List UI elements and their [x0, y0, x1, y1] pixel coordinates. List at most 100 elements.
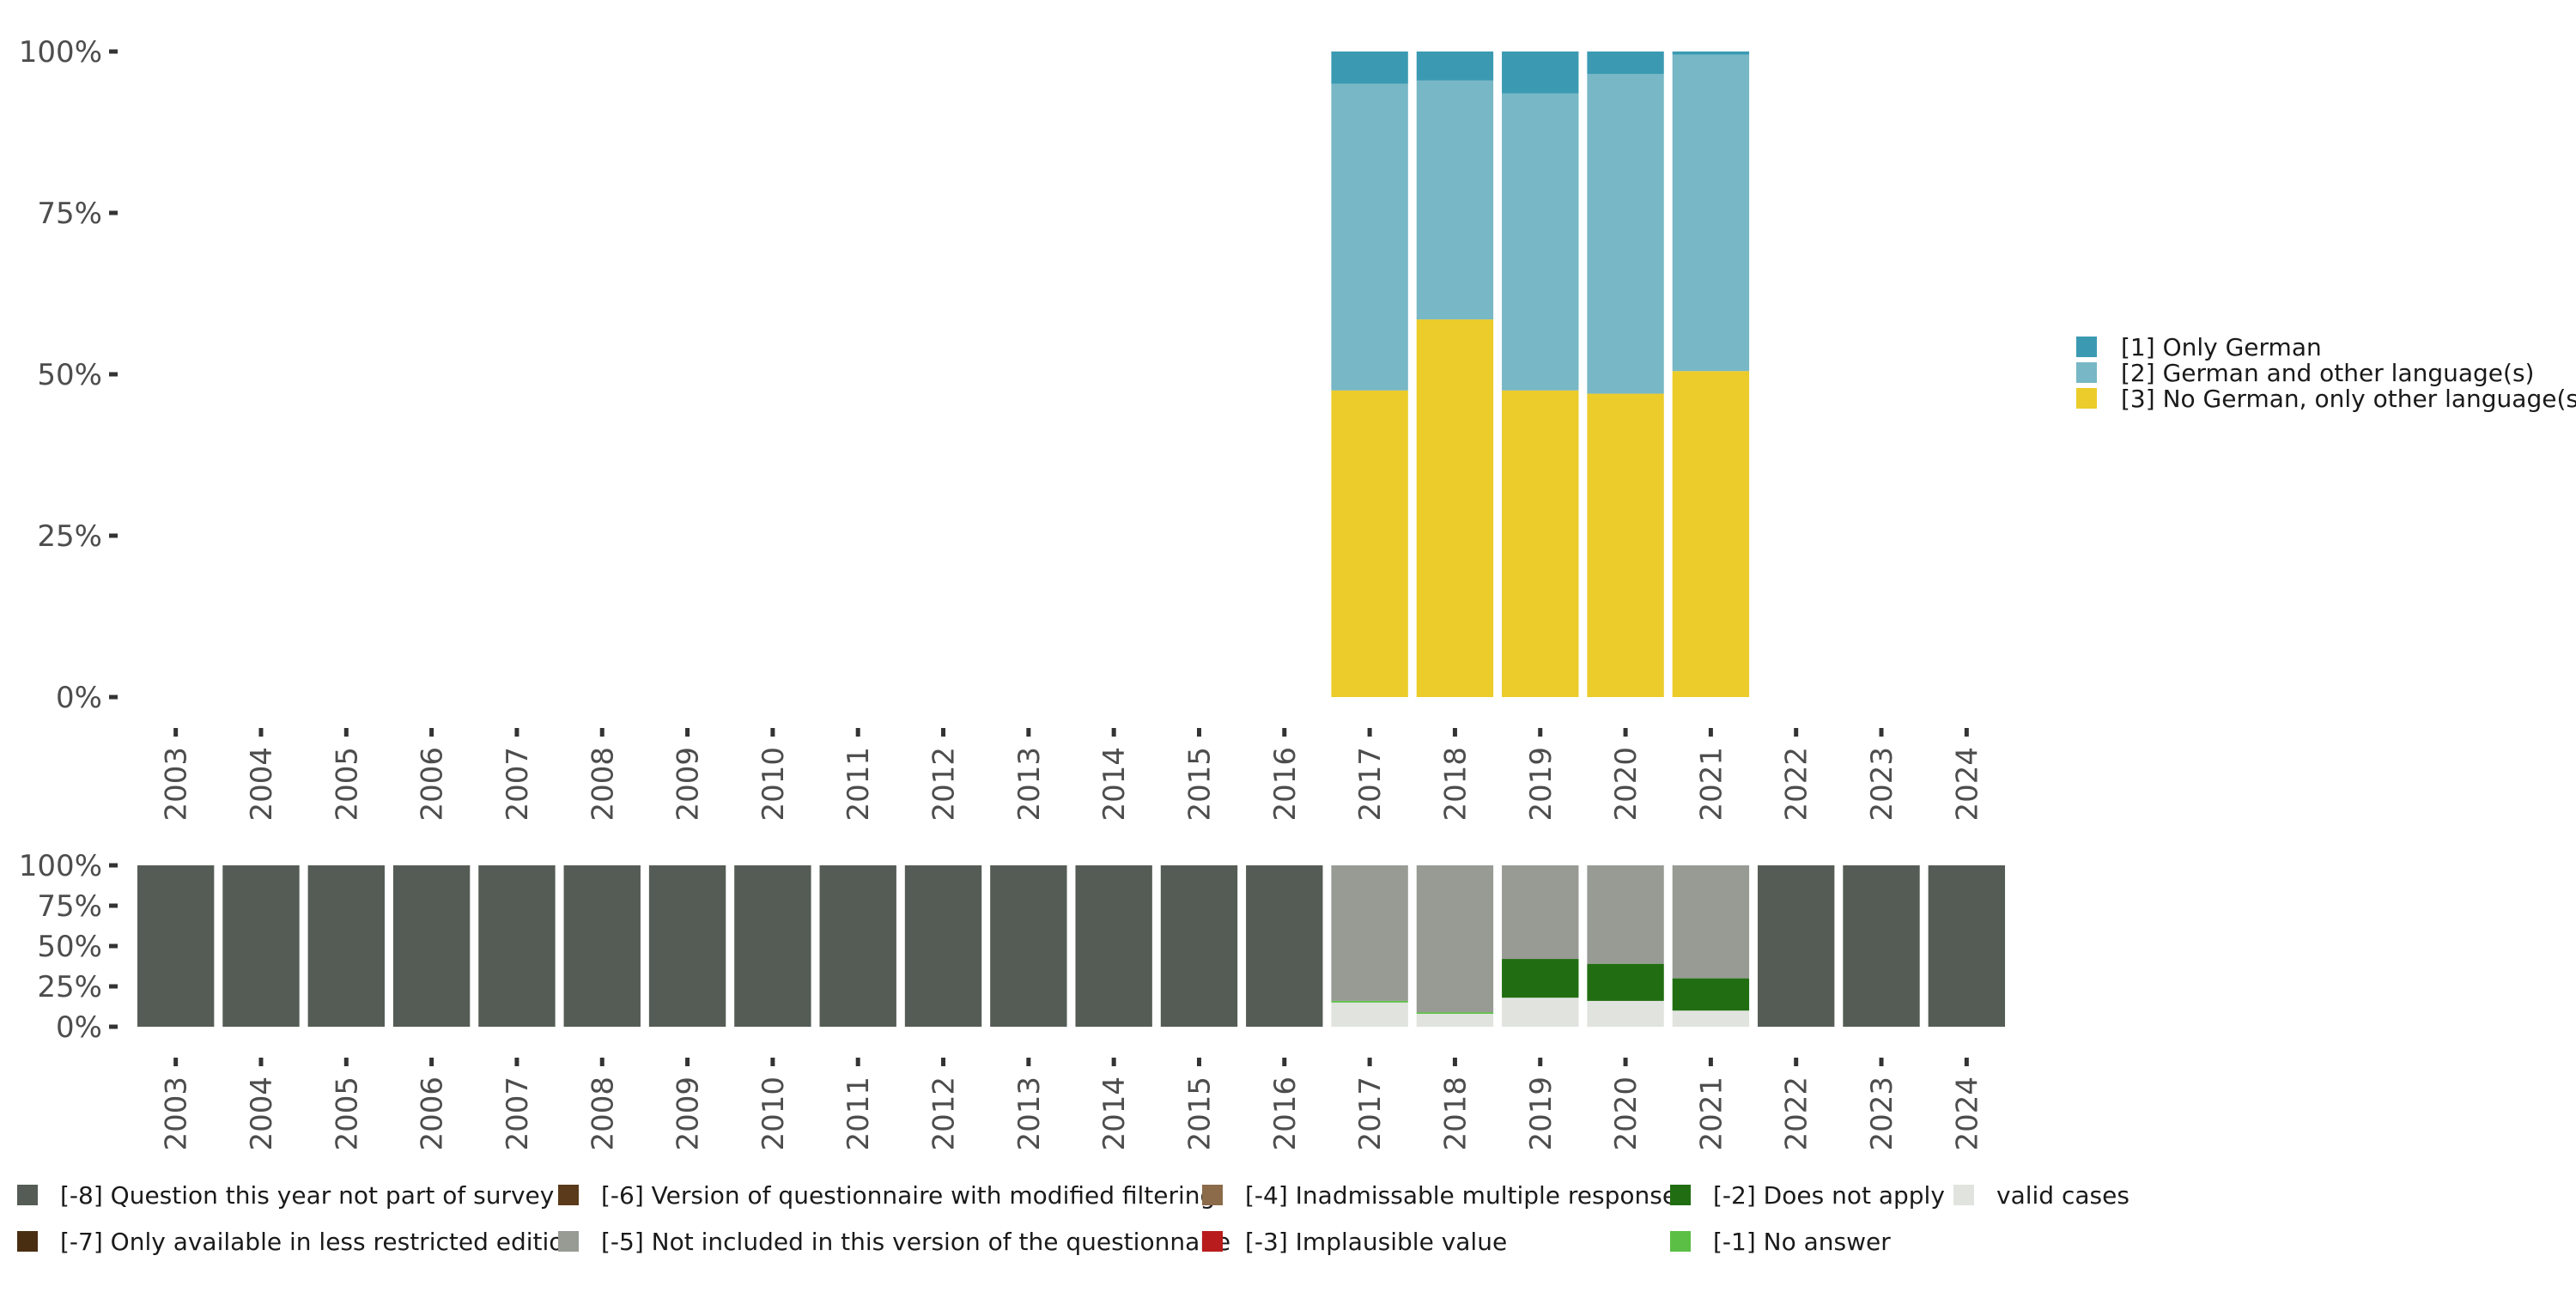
bottom-bar-segment-2024-s8 [1928, 865, 2006, 1027]
bottom-ytick-label: 75% [37, 889, 102, 924]
top-xtick-label-2024: 2024 [1950, 747, 1984, 822]
bottom-bar-segment-2021-s0 [1672, 1010, 1750, 1027]
top-xtick-label-2020: 2020 [1609, 747, 1643, 822]
bottom-bar-segment-2006-s8 [392, 865, 471, 1027]
bottom-bar-segment-2023-s8 [1843, 865, 1920, 1027]
bottom-ytick-label: 25% [37, 970, 102, 1004]
top-xtick-label-2022: 2022 [1780, 747, 1814, 822]
top-ytick-label: 50% [37, 358, 102, 392]
bottom-xtick-label-2014: 2014 [1097, 1077, 1132, 1151]
top-ytick-label: 25% [37, 519, 102, 554]
top-xtick-label-2014: 2014 [1097, 747, 1132, 822]
bottom-legend-label-0: [-8] Question this year not part of surv… [60, 1181, 554, 1210]
bottom-xtick-label-2004: 2004 [245, 1077, 279, 1151]
bottom-xtick-label-2009: 2009 [671, 1077, 706, 1151]
bottom-legend-label-1: [-6] Version of questionnaire with modif… [601, 1181, 1215, 1210]
bottom-xtick-label-2013: 2013 [1012, 1077, 1047, 1151]
bottom-ytick-label: 50% [37, 930, 102, 964]
bottom-xtick-label-2016: 2016 [1268, 1077, 1303, 1151]
top-ytick-label: 100% [19, 35, 102, 70]
bottom-legend-swatch-8 [1670, 1231, 1691, 1252]
top-bar-segment-2019-s2 [1502, 52, 1579, 94]
bottom-bar-segment-2013-s8 [990, 865, 1067, 1027]
top-xtick-label-2005: 2005 [330, 747, 364, 822]
bottom-legend-swatch-2 [1202, 1185, 1223, 1205]
bottom-legend-label-2: [-4] Inadmissable multiple response [1245, 1181, 1677, 1210]
bottom-xtick-label-2008: 2008 [586, 1077, 620, 1151]
top-xtick-label-2003: 2003 [160, 747, 194, 822]
bottom-bar-segment-2015-s8 [1160, 865, 1238, 1027]
bottom-xtick-label-2015: 2015 [1182, 1077, 1217, 1151]
bottom-bar-segment-2022-s8 [1758, 865, 1835, 1027]
bottom-legend-swatch-0 [17, 1185, 38, 1205]
bottom-legend-label-6: [-5] Not included in this version of the… [601, 1228, 1230, 1256]
bottom-bar-segment-2005-s8 [307, 865, 385, 1027]
top-ytick-label: 75% [37, 197, 102, 231]
bottom-ytick-label: 100% [19, 849, 102, 883]
bottom-bar-segment-2017-s1 [1331, 1000, 1408, 1003]
bottom-bar-segment-2018-s5 [1416, 865, 1494, 1013]
bottom-xtick-label-2010: 2010 [756, 1077, 791, 1151]
bottom-bar-segment-2018-s1 [1416, 1012, 1494, 1014]
bottom-xtick-label-2021: 2021 [1694, 1077, 1728, 1151]
bottom-legend-swatch-3 [1670, 1185, 1691, 1205]
top-xtick-label-2015: 2015 [1182, 747, 1217, 822]
bottom-xtick-label-2012: 2012 [927, 1077, 962, 1151]
bottom-bar-segment-2018-s0 [1416, 1013, 1494, 1027]
bottom-legend-swatch-4 [1953, 1185, 1974, 1205]
bottom-xtick-label-2005: 2005 [330, 1077, 364, 1151]
top-bar-segment-2021-s0 [1672, 371, 1750, 697]
bottom-xtick-label-2011: 2011 [841, 1077, 876, 1151]
bottom-bar-segment-2017-s5 [1331, 865, 1408, 1001]
bottom-xtick-label-2024: 2024 [1950, 1077, 1984, 1151]
bottom-bar-segment-2003-s8 [137, 865, 215, 1027]
top-xtick-label-2008: 2008 [586, 747, 620, 822]
bottom-legend-swatch-7 [1202, 1231, 1223, 1252]
bottom-xtick-label-2023: 2023 [1865, 1077, 1899, 1151]
top-bar-segment-2017-s0 [1331, 390, 1408, 697]
bottom-xtick-label-2018: 2018 [1438, 1077, 1473, 1151]
top-bar-segment-2018-s0 [1416, 319, 1494, 697]
bottom-xtick-label-2003: 2003 [160, 1077, 194, 1151]
top-bar-segment-2020-s1 [1587, 74, 1664, 394]
bottom-ytick-label: 0% [56, 1010, 102, 1045]
bottom-bar-segment-2019-s2 [1502, 959, 1579, 998]
top-xtick-label-2011: 2011 [841, 747, 876, 822]
bottom-bar-segment-2021-s5 [1672, 865, 1750, 979]
bottom-legend-swatch-5 [17, 1231, 38, 1252]
bottom-bar-segment-2020-s5 [1587, 865, 1664, 964]
top-bar-segment-2019-s1 [1502, 93, 1579, 391]
bottom-legend-swatch-6 [558, 1231, 579, 1252]
top-xtick-label-2017: 2017 [1353, 747, 1388, 822]
bottom-legend-label-3: [-2] Does not apply [1713, 1181, 1945, 1210]
bottom-legend-swatch-1 [558, 1185, 579, 1205]
bottom-bar-segment-2010-s8 [734, 865, 811, 1027]
bottom-bar-segment-2014-s8 [1075, 865, 1152, 1027]
bottom-xtick-label-2020: 2020 [1609, 1077, 1643, 1151]
bottom-xtick-label-2006: 2006 [416, 1077, 450, 1151]
bottom-bar-segment-2007-s8 [478, 865, 556, 1027]
bottom-xtick-label-2022: 2022 [1780, 1077, 1814, 1151]
top-bar-segment-2019-s0 [1502, 390, 1579, 697]
top-bar-segment-2021-s2 [1672, 52, 1750, 55]
bottom-legend-label-4: valid cases [1996, 1181, 2129, 1210]
bottom-bar-segment-2017-s0 [1331, 1002, 1408, 1027]
top-bar-segment-2017-s2 [1331, 52, 1408, 84]
top-xtick-label-2012: 2012 [927, 747, 962, 822]
bottom-bar-segment-2021-s2 [1672, 978, 1750, 1011]
top-xtick-label-2021: 2021 [1694, 747, 1728, 822]
bottom-bar-segment-2011-s8 [819, 865, 896, 1027]
bottom-bar-segment-2019-s0 [1502, 998, 1579, 1027]
top-legend-label-2: [3] No German, only other language(s) [2121, 385, 2576, 413]
bottom-legend-label-7: [-3] Implausible value [1245, 1228, 1507, 1256]
top-xtick-label-2013: 2013 [1012, 747, 1047, 822]
bottom-bar-segment-2016-s8 [1246, 865, 1323, 1027]
top-xtick-label-2010: 2010 [756, 747, 791, 822]
bottom-bar-segment-2012-s8 [904, 865, 982, 1027]
top-xtick-label-2018: 2018 [1438, 747, 1473, 822]
top-legend-swatch-2 [2076, 388, 2097, 409]
bottom-legend-label-8: [-1] No answer [1713, 1228, 1891, 1256]
bottom-bar-segment-2004-s8 [222, 865, 300, 1027]
bottom-bar-segment-2020-s2 [1587, 963, 1664, 1001]
